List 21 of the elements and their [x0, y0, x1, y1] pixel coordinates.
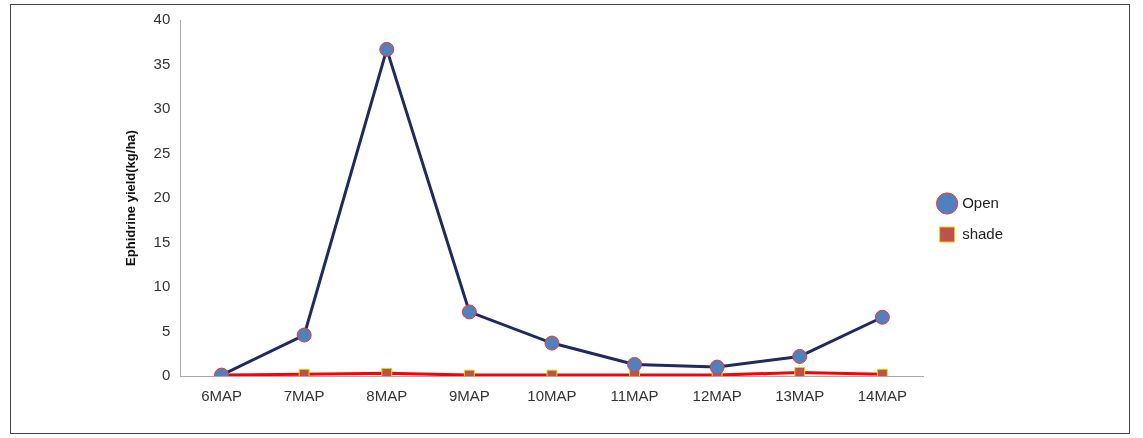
y-tick-label: 40 — [153, 10, 171, 28]
x-tick-label: 9MAP — [448, 387, 490, 405]
y-axis-title: Ephidrine yield(kg/ha) — [123, 130, 139, 266]
x-tick-label: 7MAP — [283, 387, 325, 405]
y-tick-label: 5 — [161, 321, 171, 339]
y-tick-label: 10 — [153, 277, 171, 295]
y-tick-label: 0 — [161, 366, 171, 384]
y-tick-label: 35 — [153, 54, 171, 72]
legend-label: shade — [962, 224, 1004, 242]
x-tick-label: 11MAP — [610, 387, 659, 405]
x-tick-label: 14MAP — [857, 387, 907, 405]
y-tick-label: 20 — [153, 188, 171, 206]
y-tick-label: 25 — [153, 143, 171, 161]
x-tick-label: 13MAP — [775, 387, 825, 405]
x-tick-label: 12MAP — [692, 387, 742, 405]
x-tick-label: 6MAP — [201, 387, 243, 405]
x-tick-label: 8MAP — [366, 387, 408, 405]
y-tick-label: 15 — [153, 232, 171, 250]
x-tick-label: 10MAP — [527, 387, 577, 405]
legend-label: Open — [962, 193, 999, 211]
y-tick-label: 30 — [153, 99, 171, 117]
